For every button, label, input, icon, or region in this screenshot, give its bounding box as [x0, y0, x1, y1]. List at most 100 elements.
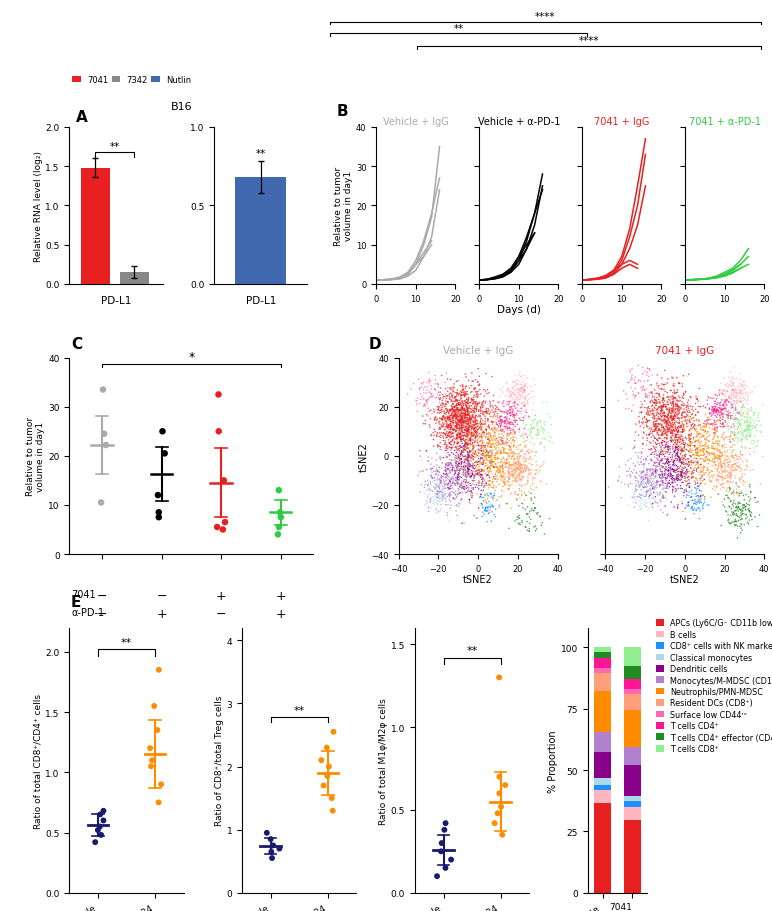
Point: [644, 481, 656, 496]
Point: [715, 463, 727, 477]
Point: [646, 389, 659, 404]
Point: [530, 428, 543, 443]
Point: [727, 376, 740, 391]
Point: [462, 413, 474, 427]
Point: [476, 463, 489, 477]
Point: [659, 414, 672, 428]
Point: [738, 379, 750, 394]
Point: [461, 425, 473, 439]
Point: [463, 411, 476, 425]
Point: [449, 391, 462, 405]
Point: [725, 494, 737, 508]
Point: [712, 470, 724, 485]
Point: [653, 488, 665, 503]
Point: [667, 411, 679, 425]
Point: [502, 453, 514, 467]
Point: [716, 386, 728, 401]
Point: [444, 428, 456, 443]
Point: [661, 409, 673, 424]
Point: [653, 412, 665, 426]
Point: [727, 506, 740, 520]
Point: [672, 473, 685, 487]
Point: [459, 469, 472, 484]
Point: [629, 459, 642, 474]
Point: [497, 441, 510, 456]
Point: [484, 486, 496, 501]
Point: [452, 374, 464, 388]
Point: [471, 396, 483, 411]
Point: [683, 424, 696, 438]
Point: [486, 417, 499, 432]
Point: [422, 478, 434, 493]
Point: [639, 390, 652, 404]
Point: [697, 448, 709, 463]
Point: [666, 429, 679, 444]
Point: [718, 388, 730, 403]
Point: [435, 428, 447, 443]
Point: [640, 485, 652, 499]
Point: [525, 429, 537, 444]
Point: [619, 402, 631, 416]
Point: [460, 429, 472, 444]
Point: [493, 420, 505, 435]
Point: [694, 476, 706, 491]
Point: [709, 400, 722, 415]
Point: [436, 388, 449, 403]
Point: [649, 469, 662, 484]
Point: [676, 466, 689, 480]
Point: [631, 479, 643, 494]
Point: [723, 404, 735, 418]
Point: [724, 428, 736, 443]
Point: [669, 409, 681, 424]
Point: [638, 472, 650, 486]
Point: [675, 444, 687, 458]
Point: [512, 466, 524, 481]
Point: [445, 415, 457, 429]
X-axis label: PD-L1: PD-L1: [101, 296, 131, 306]
Point: [697, 453, 709, 467]
Point: [666, 476, 679, 490]
Point: [443, 448, 455, 463]
Point: [472, 449, 485, 464]
Point: [677, 437, 689, 452]
Point: [726, 426, 739, 441]
Point: [473, 464, 486, 478]
Point: [636, 412, 648, 426]
Point: [737, 390, 750, 404]
Point: [502, 456, 514, 470]
Point: [452, 462, 465, 476]
Point: [467, 433, 479, 447]
Point: [469, 450, 482, 465]
Point: [509, 405, 521, 420]
Point: [515, 445, 527, 459]
Point: [692, 460, 705, 475]
Point: [506, 457, 519, 472]
Point: [520, 396, 532, 411]
Point: [469, 447, 482, 462]
Point: [703, 403, 716, 417]
Point: [466, 420, 478, 435]
Point: [441, 389, 453, 404]
Point: [661, 429, 673, 444]
Point: [513, 460, 526, 475]
Point: [672, 460, 685, 475]
Point: [721, 398, 733, 413]
Point: [493, 395, 505, 410]
Point: [711, 462, 723, 476]
Point: [723, 458, 735, 473]
Point: [499, 467, 511, 482]
Point: [731, 395, 743, 410]
Point: [727, 488, 740, 503]
Point: [428, 369, 441, 384]
Point: [491, 451, 503, 466]
Point: [455, 406, 468, 421]
Point: [483, 506, 496, 520]
Point: [676, 452, 689, 466]
Point: [442, 405, 455, 420]
Point: [445, 478, 458, 493]
Point: [486, 404, 498, 418]
Point: [739, 507, 751, 522]
Point: [470, 429, 482, 444]
Point: [699, 425, 712, 439]
Point: [507, 375, 520, 390]
